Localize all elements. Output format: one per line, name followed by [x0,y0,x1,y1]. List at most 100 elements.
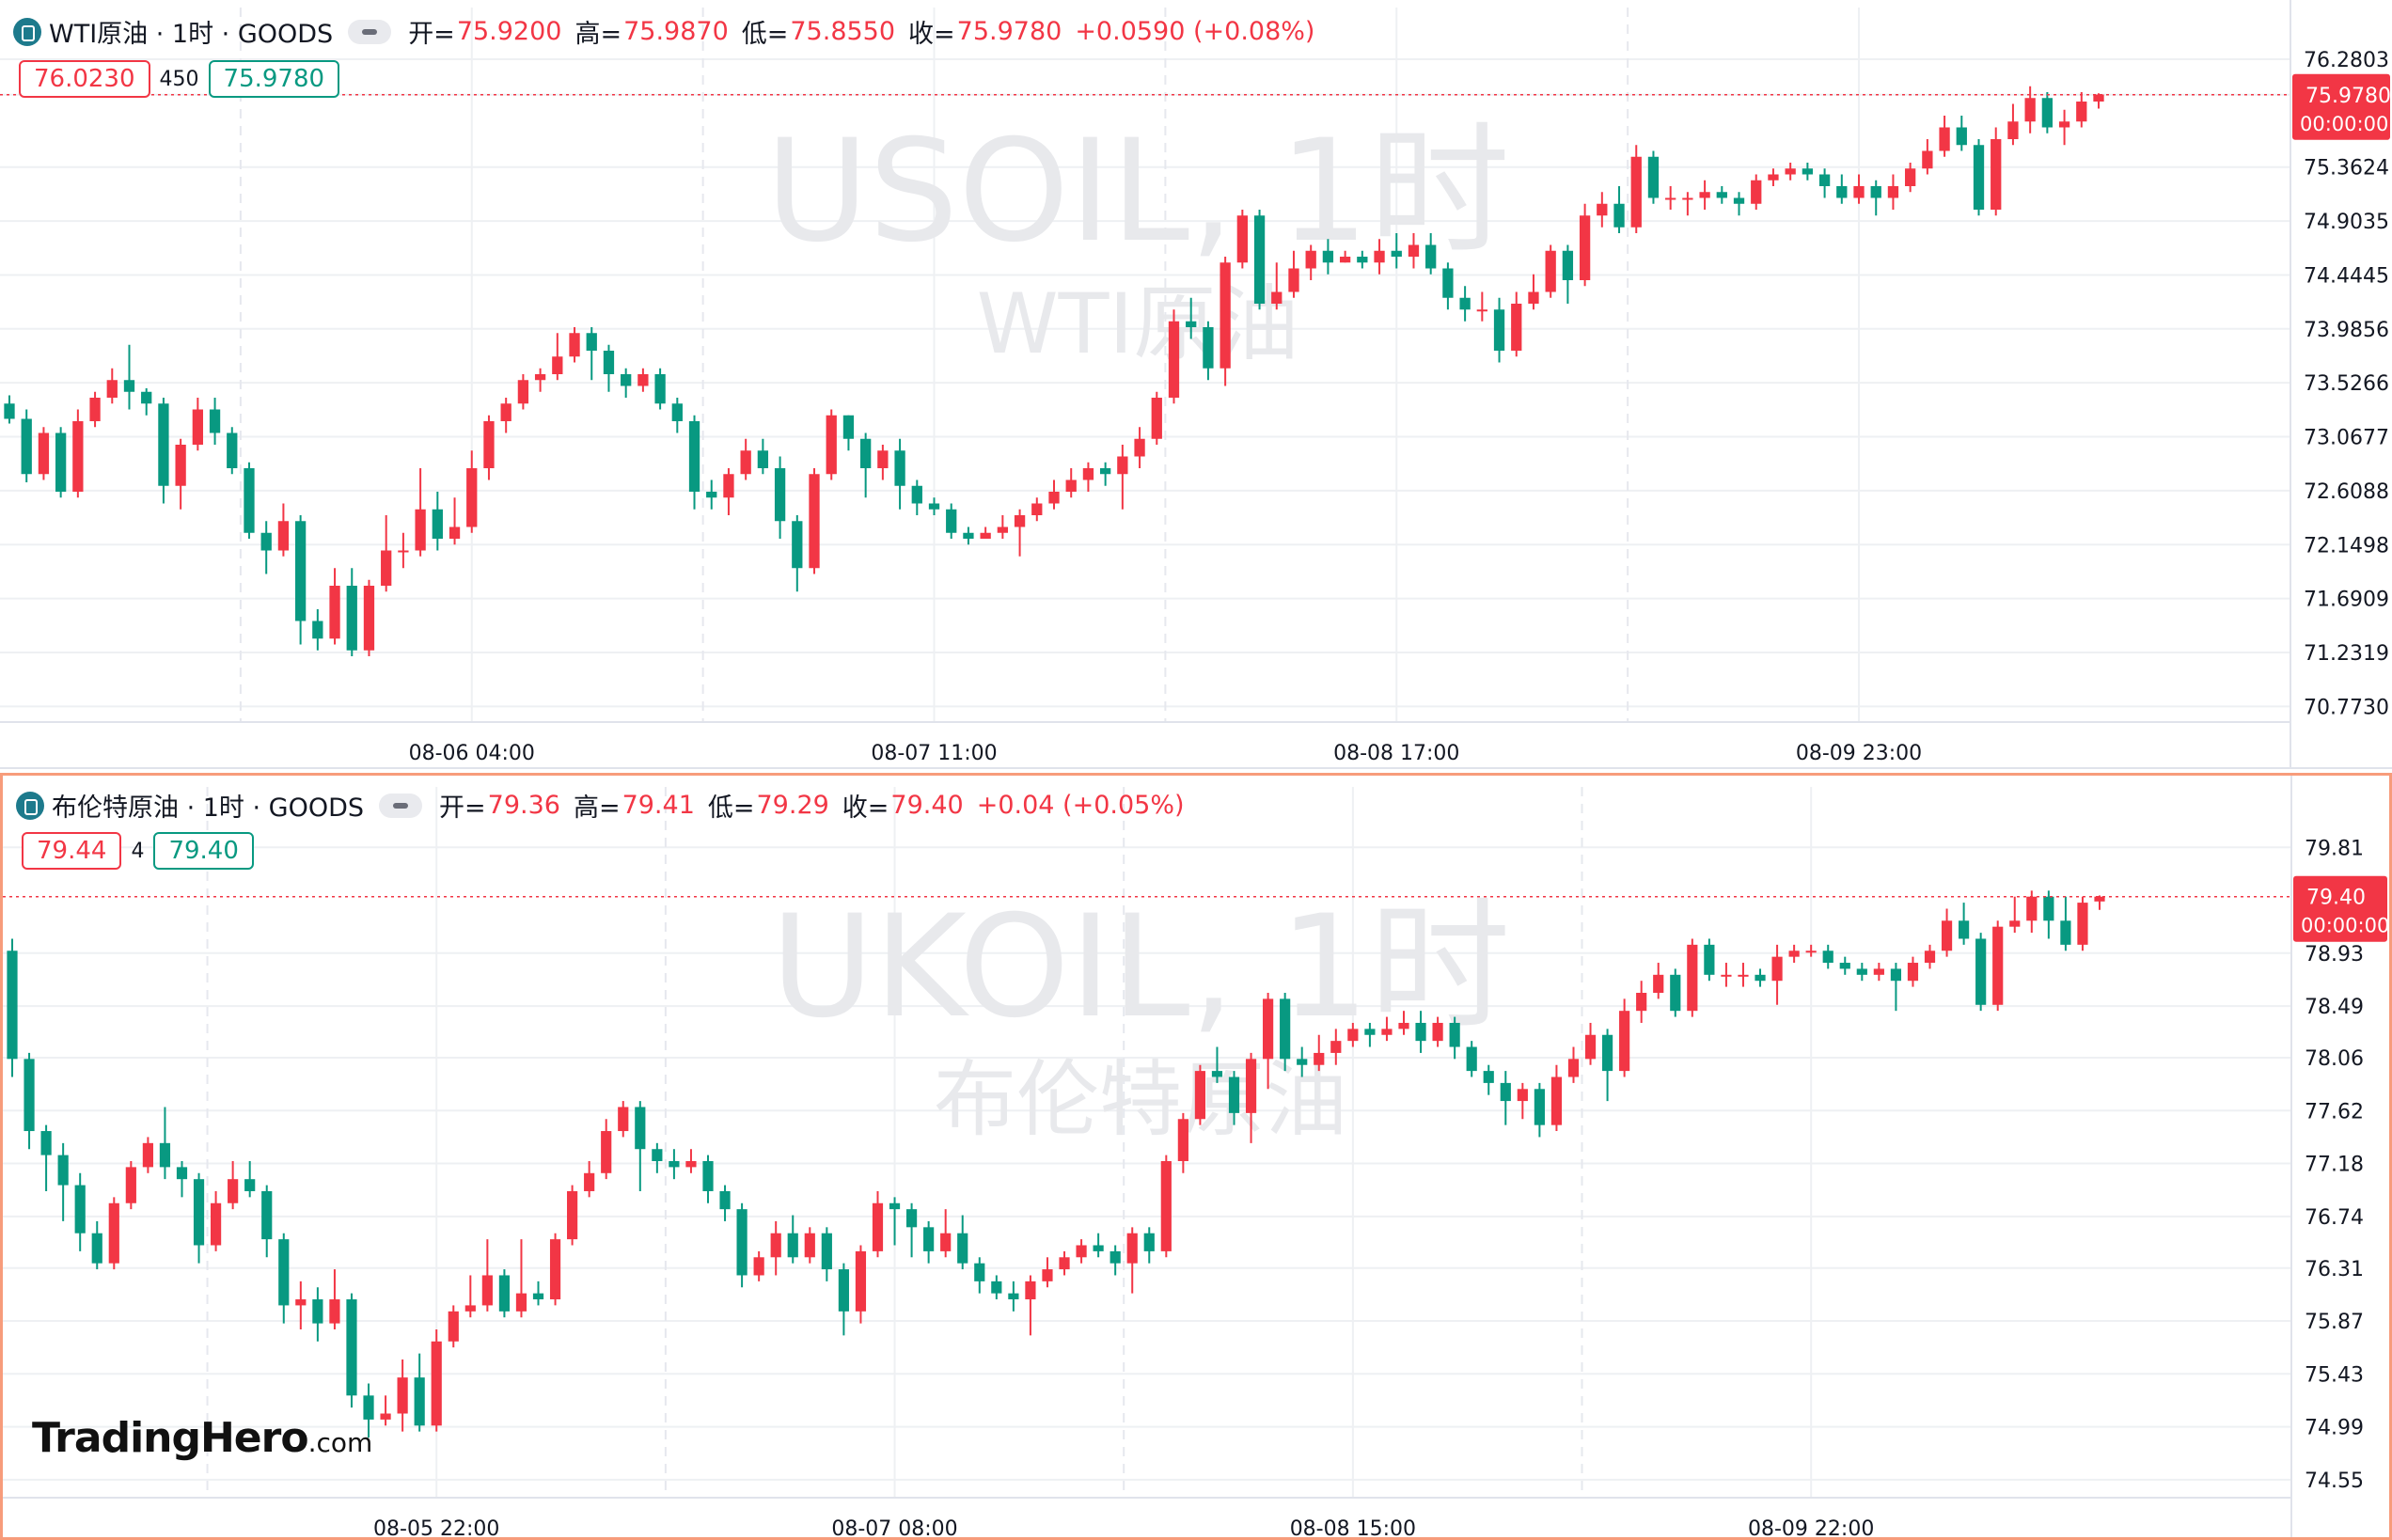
candle-body [1048,492,1060,504]
candle-body [685,1161,697,1168]
candle-body [821,1233,832,1270]
candle-body [414,1377,425,1426]
wti-symbol-title[interactable]: WTI原油 · 1时 · GOODS [49,20,334,49]
candle-body [753,1257,764,1276]
candle-body [1959,920,1970,939]
candle-body [244,1179,256,1191]
candle-body [1601,1034,1613,1072]
x-tick-label: 08-08 15:00 [1290,1517,1416,1537]
wti-change-value: +0.0590 (+0.08%) [1075,17,1315,46]
buy-price-button[interactable]: 75.9780 [208,60,340,98]
candle-body [1941,920,1953,951]
candle-body [549,1239,561,1300]
candle-body [278,1239,290,1306]
candle-body [2026,896,2038,921]
candle-body [1550,1076,1563,1125]
candle-body [363,586,375,651]
candle-body [21,418,32,475]
candle-body [448,1311,459,1342]
brent-symbol-title[interactable]: 布伦特原油 · 1时 · GOODS [52,794,365,823]
candle-body [89,398,101,421]
close-label: 收= [842,794,889,823]
watermark-name: WTI原油 [977,275,1299,372]
wti-legend: WTI原油 · 1时 · GOODS 开= 75.9200 高= 75.9870 低… [13,13,1328,50]
candle-body [2009,920,2021,927]
candle-body [1500,1082,1511,1102]
candle-body [957,1233,968,1264]
candle-body [2058,121,2070,128]
candle-body [1751,180,1762,204]
candle-body [381,550,392,586]
candle-body [7,951,18,1060]
candle-body [1939,127,1950,151]
candle-body [277,521,290,551]
candle-body [312,621,323,639]
candle-body [74,1185,86,1234]
candle-body [1459,297,1471,310]
candle-body [1613,203,1625,228]
collapse-legend-icon[interactable] [379,793,423,818]
candle-body [1597,203,1608,216]
candle-body [702,1161,714,1191]
candle-body [175,445,186,486]
candle-body [1802,168,1814,175]
candle-body [397,1377,408,1414]
y-tick-label: 73.0677 [2304,427,2389,450]
candle-body [1314,1052,1325,1065]
candle-body [1031,503,1043,515]
candle-body [569,333,580,357]
wti-chart-pane[interactable]: USOIL, 1时 WTI原油 76.2803 75.3624 74.9035 74.44… [0,0,2392,769]
candle-body [552,356,563,374]
y-tick-label: 76.74 [2305,1206,2364,1230]
candle-body [515,1293,527,1312]
y-tick-label: 70.7730 [2304,696,2389,719]
candle-body [1042,1269,1053,1281]
candle-body [637,374,649,386]
candle-body [1682,197,1693,200]
candle-body [842,415,855,439]
wti-high-value: 75.9870 [623,17,729,46]
brent-chart-pane[interactable]: UKOIL, 1时 布伦特原油 79.81 78.93 78.49 78.06 77.62 7… [0,773,2392,1540]
candle-body [1391,250,1402,257]
candle-body [125,1167,136,1203]
candle-body [1220,262,1231,369]
brent-candlestick-chart[interactable]: UKOIL, 1时布伦特原油79.8178.9378.4978.0677.627… [3,776,2389,1537]
candle-body [1186,321,1197,327]
collapse-legend-icon[interactable] [348,19,392,44]
candle-body [1870,186,1881,198]
wti-quote-box: 76.0230 450 75.9780 [19,60,340,98]
buy-price-button[interactable]: 79.40 [153,832,254,870]
candle-body [1134,438,1145,457]
x-tick-label: 08-07 08:00 [831,1517,957,1537]
sell-price-button[interactable]: 79.44 [22,832,122,870]
candle-body [1973,145,1985,210]
candle-body [1716,192,1727,198]
candle-body [923,1227,935,1251]
candle-body [621,374,632,386]
candle-body [1143,1233,1155,1251]
candle-body [1905,168,1916,186]
y-tick-label: 72.6088 [2304,480,2389,504]
candle-body [158,403,169,486]
candle-body [1856,968,1867,975]
candle-body [991,1281,1002,1294]
brent-quote-box: 79.44 4 79.40 [22,832,254,870]
candle-body [603,351,615,374]
candle-body [1347,1029,1359,1042]
candle-body [38,432,50,475]
candle-body [244,468,255,533]
sell-price-button[interactable]: 76.0230 [19,60,150,98]
candle-body [1768,174,1779,181]
candle-body [1887,186,1899,198]
brand-logo: TradingHero.com [32,1414,372,1462]
candle-body [498,1275,511,1312]
y-tick-label: 79.81 [2305,837,2364,860]
candle-body [1466,1046,1477,1072]
spread-value: 450 [159,67,199,91]
candle-body [193,1179,205,1246]
candle-body [57,1155,69,1186]
candle-body [1065,479,1077,492]
candle-body [1924,951,1936,964]
candle-body [1704,944,1715,975]
